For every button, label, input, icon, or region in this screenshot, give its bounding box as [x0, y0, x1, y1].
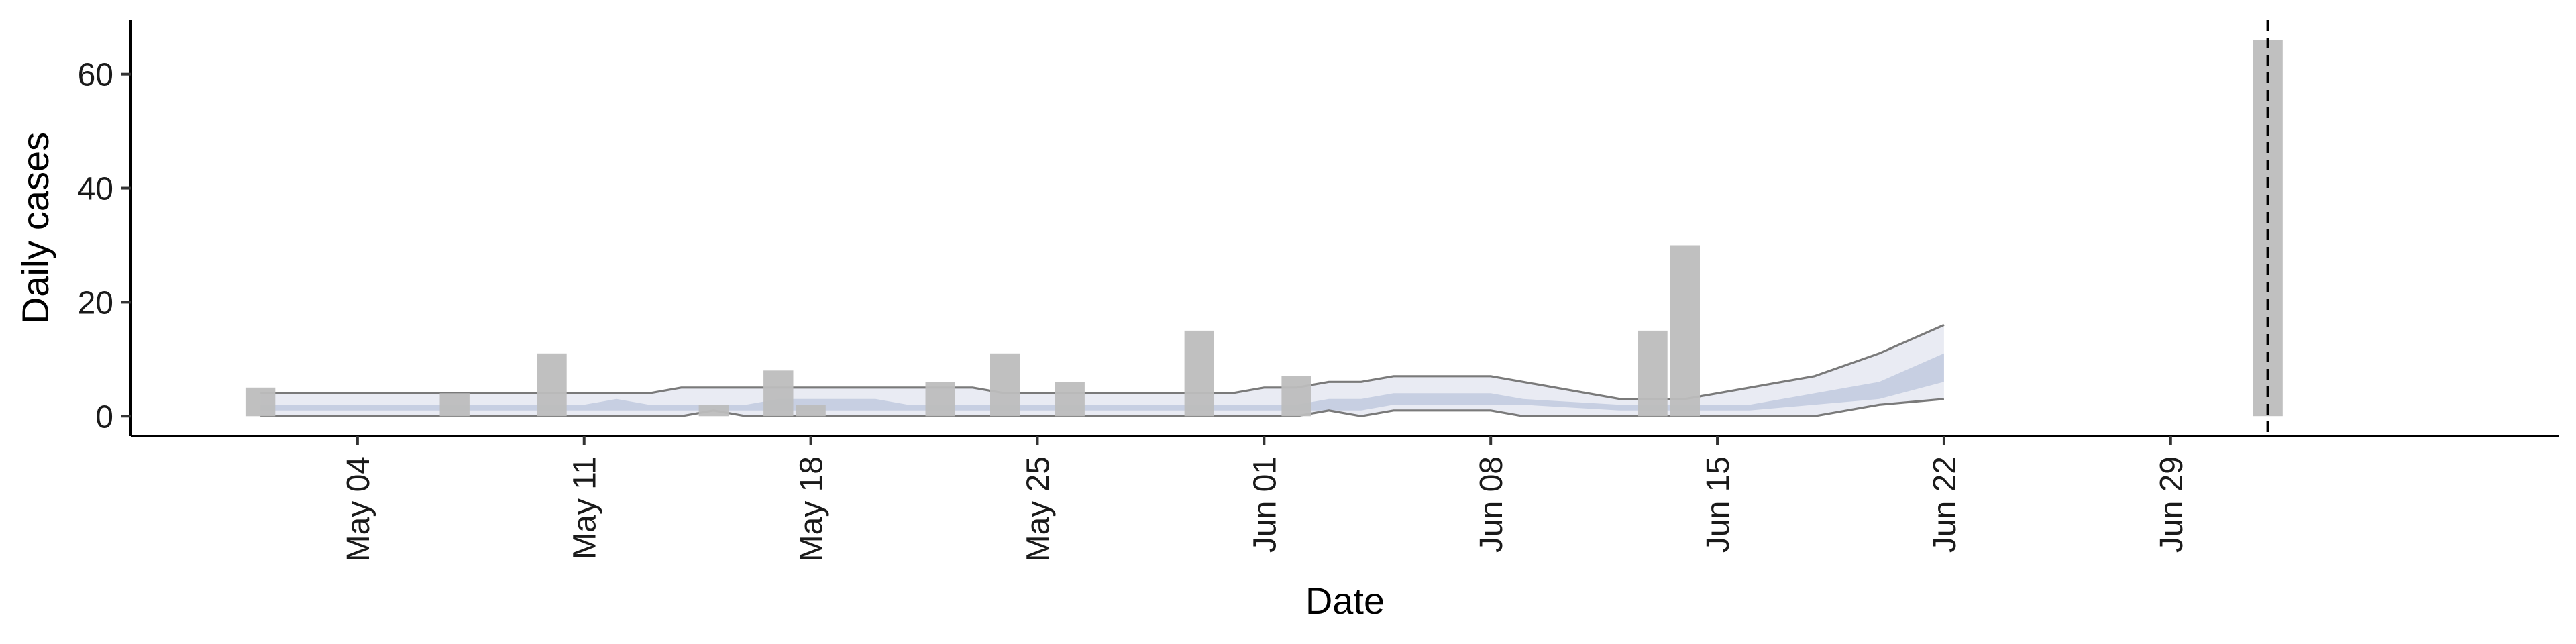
- y-tick-label: 40: [78, 172, 113, 207]
- bar: [698, 405, 729, 417]
- y-axis-title: Daily cases: [14, 132, 56, 324]
- bar: [796, 405, 826, 417]
- forecast-intervals: [260, 323, 1945, 417]
- interval-50-band: [260, 353, 1944, 411]
- interval-lower-line: [260, 398, 1945, 417]
- x-axis-title: Date: [1305, 580, 1385, 622]
- x-tick-label: May 11: [568, 456, 603, 559]
- bar: [990, 353, 1020, 417]
- x-tick-label: Jun 22: [1927, 456, 1963, 553]
- y-axis-ticks: 0 20 40 60: [78, 58, 131, 435]
- y-tick-label: 60: [78, 58, 113, 93]
- bar: [1055, 382, 1085, 417]
- bar: [1670, 245, 1700, 417]
- bar: [439, 393, 470, 417]
- x-tick-label: May 18: [794, 456, 830, 561]
- bar: [925, 382, 955, 417]
- interval-90-band: [260, 325, 1944, 417]
- x-tick-label: May 04: [341, 456, 376, 561]
- bars-series: [245, 40, 2283, 417]
- bar: [245, 387, 276, 417]
- bar: [1281, 376, 1311, 417]
- x-axis-ticks: May 04 May 11 May 18 May 25 Jun 01 Jun 08 Jun …: [341, 436, 2190, 561]
- bar: [1184, 330, 1214, 417]
- x-tick-label: Jun 15: [1701, 456, 1736, 553]
- bar: [763, 370, 794, 417]
- y-tick-label: 0: [95, 399, 113, 435]
- x-tick-label: Jun 01: [1247, 456, 1283, 553]
- bar: [537, 353, 567, 417]
- x-tick-label: Jun 08: [1474, 456, 1509, 553]
- x-tick-label: Jun 29: [2154, 456, 2190, 553]
- y-tick-label: 20: [78, 285, 113, 321]
- bar: [1638, 330, 1668, 417]
- interval-upper-line: [260, 323, 1945, 400]
- x-tick-label: May 25: [1020, 456, 1056, 561]
